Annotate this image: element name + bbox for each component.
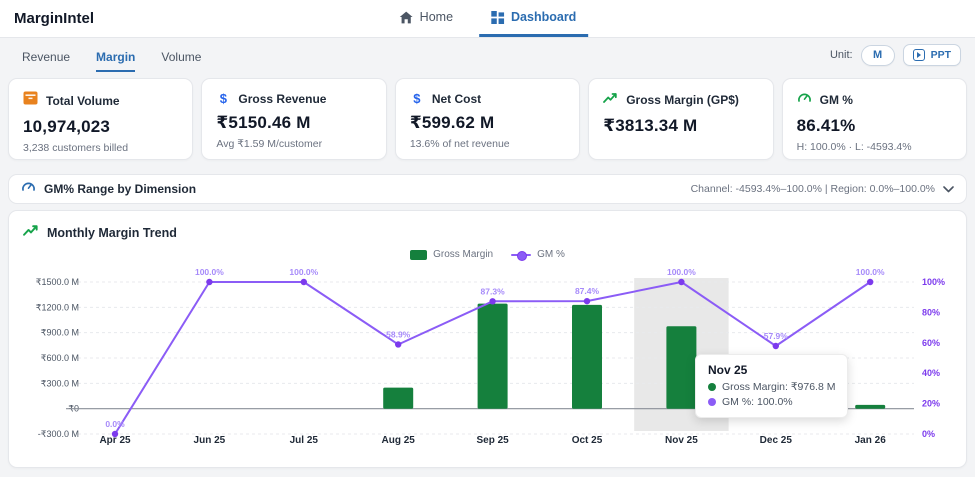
kpi-card-total-volume: Total Volume 10,974,023 3,238 customers …: [8, 78, 193, 160]
chart-tooltip: Nov 25 Gross Margin: ₹976.8 M GM %: 100.…: [695, 354, 848, 418]
svg-text:₹600.0 M: ₹600.0 M: [41, 353, 79, 363]
tab-volume[interactable]: Volume: [161, 50, 201, 72]
ppt-button-label: PPT: [931, 49, 951, 61]
kpi-subtext: 13.6% of net revenue: [410, 138, 565, 150]
kpi-subtext: H: 100.0% · L: -4593.4%: [797, 141, 952, 153]
gm-range-dimension-bar[interactable]: GM% Range by Dimension Channel: -4593.4%…: [8, 174, 967, 204]
legend-gm-pct[interactable]: GM %: [511, 249, 565, 260]
svg-text:Apr 25: Apr 25: [99, 435, 131, 446]
svg-text:₹1200.0 M: ₹1200.0 M: [36, 302, 79, 312]
trend-up-icon: [603, 91, 618, 109]
export-ppt-button[interactable]: PPT: [903, 44, 961, 66]
kpi-title: Total Volume: [46, 94, 120, 108]
kpi-title: Net Cost: [432, 92, 481, 106]
tooltip-row-label: GM %: 100.0%: [722, 396, 793, 408]
tab-revenue[interactable]: Revenue: [22, 50, 70, 72]
tooltip-row-label: Gross Margin: ₹976.8 M: [722, 381, 835, 393]
kpi-card-gross-revenue: $ Gross Revenue ₹5150.46 M Avg ₹1.59 M/c…: [201, 78, 386, 160]
nav-dashboard-label: Dashboard: [511, 10, 576, 24]
svg-text:Oct 25: Oct 25: [572, 435, 603, 446]
svg-text:100.0%: 100.0%: [195, 267, 224, 277]
kpi-subtext: 3,238 customers billed: [23, 142, 178, 154]
view-tabs: Revenue Margin Volume: [22, 50, 201, 72]
top-bar: MarginIntel Home Dashboard: [0, 0, 975, 38]
kpi-card-gross-margin: Gross Margin (GP$) ₹3813.34 M: [588, 78, 773, 160]
purple-dot-icon: [708, 398, 716, 406]
chart-legend: Gross Margin GM %: [9, 249, 966, 260]
svg-text:100.0%: 100.0%: [289, 267, 318, 277]
ppt-export-icon: [913, 49, 925, 61]
unit-label: Unit:: [830, 49, 853, 61]
svg-text:Sep 25: Sep 25: [476, 435, 509, 446]
svg-text:Jun 25: Jun 25: [194, 435, 226, 446]
svg-text:₹300.0 M: ₹300.0 M: [41, 378, 79, 388]
tooltip-row: Gross Margin: ₹976.8 M: [708, 381, 835, 393]
kpi-value: ₹5150.46 M: [216, 113, 371, 133]
legend-gross-margin[interactable]: Gross Margin: [410, 249, 493, 260]
svg-text:100.0%: 100.0%: [667, 267, 696, 277]
gauge-icon: [797, 91, 812, 109]
svg-text:Dec 25: Dec 25: [760, 435, 793, 446]
svg-text:100%: 100%: [922, 277, 945, 287]
kpi-value: ₹599.62 M: [410, 113, 565, 133]
bar-swatch: [410, 250, 427, 260]
svg-text:Aug 25: Aug 25: [382, 435, 416, 446]
green-dot-icon: [708, 383, 716, 391]
svg-text:Nov 25: Nov 25: [665, 435, 698, 446]
tabs-row: Revenue Margin Volume Unit: M PPT: [0, 38, 975, 72]
tab-margin[interactable]: Margin: [96, 50, 135, 72]
kpi-card-net-cost: $ Net Cost ₹599.62 M 13.6% of net revenu…: [395, 78, 580, 160]
unit-m-button[interactable]: M: [861, 45, 895, 66]
chevron-down-icon[interactable]: [943, 180, 954, 198]
legend-label: GM %: [537, 249, 565, 260]
kpi-row: Total Volume 10,974,023 3,238 customers …: [8, 78, 967, 160]
svg-text:60%: 60%: [922, 338, 940, 348]
svg-text:100.0%: 100.0%: [856, 267, 885, 277]
dashboard-icon: [491, 11, 504, 24]
legend-label: Gross Margin: [433, 249, 493, 260]
svg-text:Jan 26: Jan 26: [855, 435, 887, 446]
svg-text:Jul 25: Jul 25: [290, 435, 319, 446]
svg-text:₹900.0 M: ₹900.0 M: [41, 328, 79, 338]
app-title: MarginIntel: [14, 10, 94, 27]
gauge-icon-blue: [21, 180, 36, 198]
nav-dashboard[interactable]: Dashboard: [479, 0, 588, 37]
kpi-value: ₹3813.34 M: [603, 116, 758, 136]
nav-home-label: Home: [420, 10, 453, 24]
svg-text:80%: 80%: [922, 307, 940, 317]
home-icon: [399, 11, 413, 24]
kpi-subtext: Avg ₹1.59 M/customer: [216, 138, 371, 150]
kpi-title: Gross Revenue: [238, 92, 326, 106]
kpi-card-gm-pct: GM % 86.41% H: 100.0% · L: -4593.4%: [782, 78, 967, 160]
svg-text:₹1500.0 M: ₹1500.0 M: [36, 277, 79, 287]
volume-box-icon: [23, 91, 38, 110]
line-swatch: [511, 250, 531, 260]
kpi-value: 10,974,023: [23, 117, 178, 137]
kpi-title: GM %: [820, 93, 853, 107]
svg-text:40%: 40%: [922, 368, 940, 378]
svg-text:0.0%: 0.0%: [105, 419, 125, 429]
svg-text:57.9%: 57.9%: [764, 331, 789, 341]
unit-controls: Unit: M PPT: [830, 44, 961, 72]
dollar-icon: $: [410, 91, 424, 106]
svg-text:87.3%: 87.3%: [481, 286, 506, 296]
chart-title: Monthly Margin Trend: [47, 226, 177, 240]
dollar-icon: $: [216, 91, 230, 106]
tooltip-title: Nov 25: [708, 363, 835, 377]
kpi-value: 86.41%: [797, 116, 952, 136]
trend-up-icon: [23, 224, 39, 242]
svg-text:20%: 20%: [922, 399, 940, 409]
svg-text:-₹300.0 M: -₹300.0 M: [38, 429, 79, 439]
monthly-margin-trend-card: Monthly Margin Trend Gross Margin GM % ₹…: [8, 210, 967, 468]
svg-text:0%: 0%: [922, 429, 935, 439]
tooltip-row: GM %: 100.0%: [708, 396, 835, 408]
svg-text:87.4%: 87.4%: [575, 286, 600, 296]
main-nav: Home Dashboard: [387, 0, 589, 37]
kpi-title: Gross Margin (GP$): [626, 93, 739, 107]
svg-text:58.9%: 58.9%: [386, 329, 411, 339]
nav-home[interactable]: Home: [387, 0, 465, 37]
dimension-range-summary: Channel: -4593.4%–100.0% | Region: 0.0%–…: [691, 183, 935, 195]
dimension-bar-title: GM% Range by Dimension: [44, 182, 196, 196]
